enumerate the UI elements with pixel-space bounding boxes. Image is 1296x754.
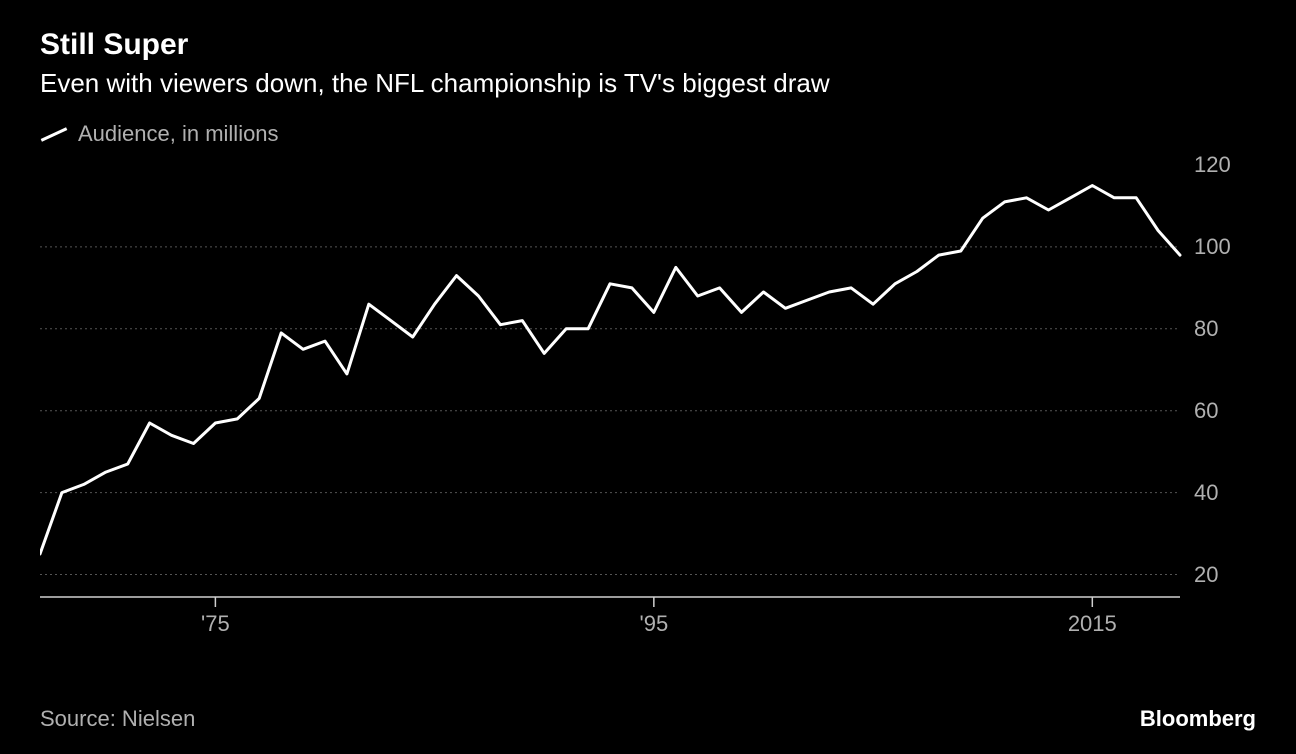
x-axis-label: 2015 xyxy=(1068,611,1117,637)
y-axis-label: 60 xyxy=(1194,398,1218,424)
legend-label: Audience, in millions xyxy=(78,121,279,147)
y-axis-label: 80 xyxy=(1194,316,1218,342)
y-axis-label: 40 xyxy=(1194,480,1218,506)
chart-subtitle: Even with viewers down, the NFL champion… xyxy=(40,68,1256,99)
x-axis-label: '75 xyxy=(201,611,230,637)
y-axis-label: 20 xyxy=(1194,562,1218,588)
y-axis-label: 120 xyxy=(1194,152,1231,178)
legend-line-icon xyxy=(41,127,68,142)
y-axis-label: 100 xyxy=(1194,234,1231,260)
line-chart-svg xyxy=(40,165,1260,635)
brand-label: Bloomberg xyxy=(1140,706,1256,732)
chart-title: Still Super xyxy=(40,28,1256,62)
x-axis-label: '95 xyxy=(640,611,669,637)
chart-area: 20406080100120 '75'952015 xyxy=(40,165,1240,625)
source-text: Source: Nielsen xyxy=(40,706,195,732)
legend: Audience, in millions xyxy=(40,121,1256,147)
